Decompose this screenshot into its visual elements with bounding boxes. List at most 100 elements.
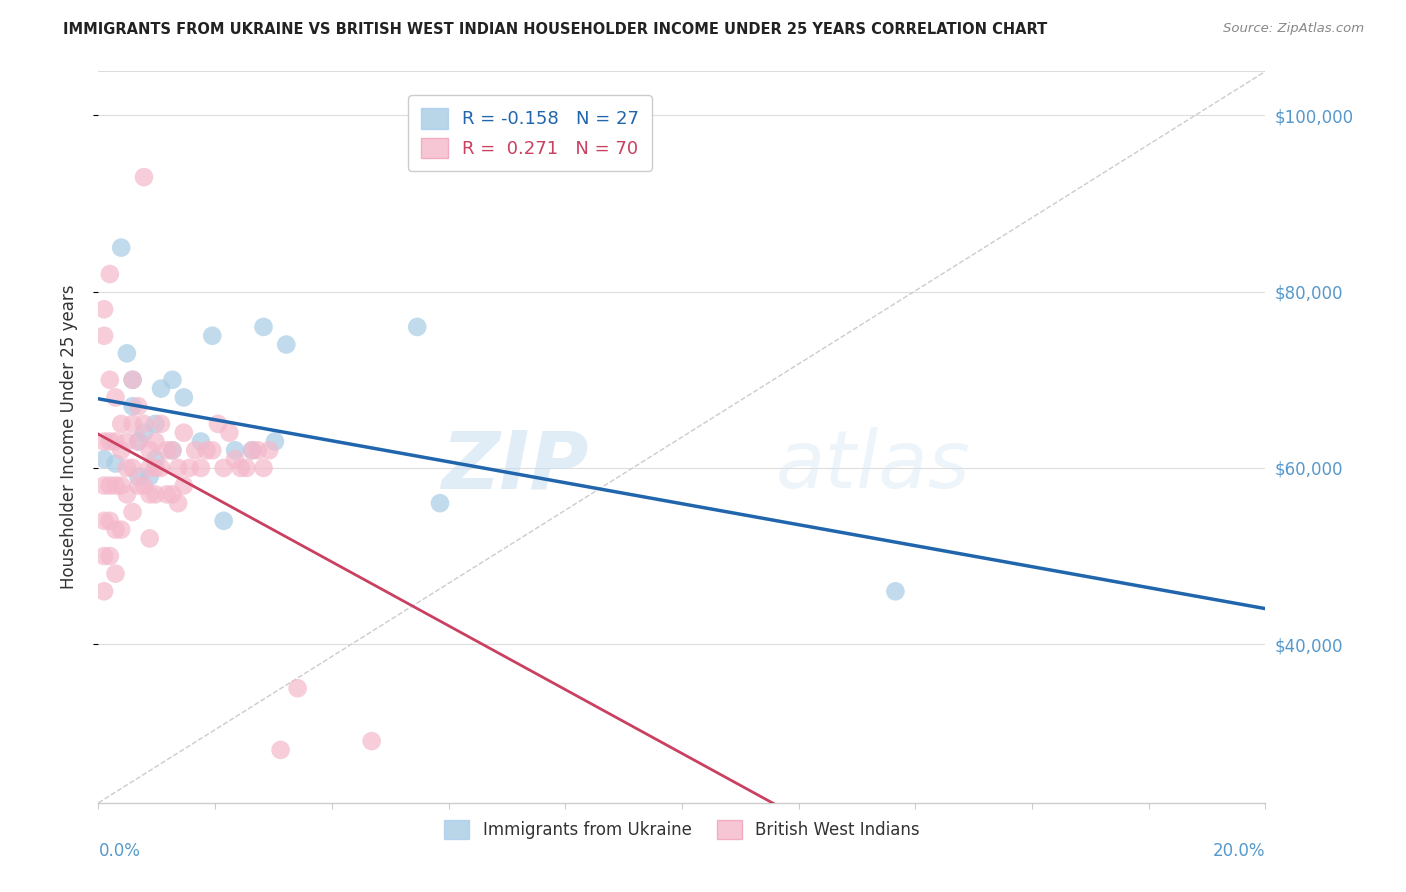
Point	[127, 434, 149, 449]
Point	[156, 443, 179, 458]
Y-axis label: Householder Income Under 25 years: Householder Income Under 25 years	[59, 285, 77, 590]
Point	[276, 337, 298, 351]
Point	[156, 487, 179, 501]
Point	[132, 170, 155, 185]
Point	[252, 320, 274, 334]
Point	[132, 478, 155, 492]
Point	[115, 434, 138, 449]
Point	[207, 417, 229, 431]
Point	[190, 461, 212, 475]
Point	[138, 469, 160, 483]
Point	[138, 461, 160, 475]
Point	[121, 373, 143, 387]
Point	[212, 514, 235, 528]
Text: 0.0%: 0.0%	[98, 842, 141, 860]
Point	[127, 469, 149, 483]
Point	[115, 487, 138, 501]
Point	[138, 487, 160, 501]
Point	[143, 434, 166, 449]
Text: ZIP: ZIP	[441, 427, 589, 506]
Point	[406, 320, 429, 334]
Point	[167, 496, 190, 510]
Point	[246, 443, 269, 458]
Point	[132, 417, 155, 431]
Point	[143, 452, 166, 467]
Point	[257, 443, 280, 458]
Point	[287, 681, 309, 696]
Point	[270, 743, 292, 757]
Point	[93, 434, 115, 449]
Point	[104, 566, 127, 581]
Point	[115, 461, 138, 475]
Point	[127, 399, 149, 413]
Point	[143, 461, 166, 475]
Point	[93, 584, 115, 599]
Point	[173, 391, 195, 405]
Point	[93, 549, 115, 563]
Point	[104, 523, 127, 537]
Point	[252, 461, 274, 475]
Point	[229, 461, 252, 475]
Point	[143, 487, 166, 501]
Point	[167, 461, 190, 475]
Legend: Immigrants from Ukraine, British West Indians: Immigrants from Ukraine, British West In…	[437, 814, 927, 846]
Point	[212, 461, 235, 475]
Point	[162, 373, 184, 387]
Point	[138, 443, 160, 458]
Point	[121, 417, 143, 431]
Point	[121, 373, 143, 387]
Point	[110, 523, 132, 537]
Point	[121, 505, 143, 519]
Point	[190, 434, 212, 449]
Point	[110, 241, 132, 255]
Point	[162, 443, 184, 458]
Point	[235, 461, 257, 475]
Point	[104, 434, 127, 449]
Point	[98, 549, 121, 563]
Point	[110, 478, 132, 492]
Point	[150, 461, 173, 475]
Point	[104, 478, 127, 492]
Point	[201, 443, 224, 458]
Point	[93, 302, 115, 317]
Text: atlas: atlas	[775, 427, 970, 506]
Point	[201, 328, 224, 343]
Text: Source: ZipAtlas.com: Source: ZipAtlas.com	[1223, 22, 1364, 36]
Point	[110, 417, 132, 431]
Point	[184, 443, 207, 458]
Point	[127, 434, 149, 449]
Point	[195, 443, 218, 458]
Point	[143, 417, 166, 431]
Point	[150, 382, 173, 396]
Point	[360, 734, 382, 748]
Text: IMMIGRANTS FROM UKRAINE VS BRITISH WEST INDIAN HOUSEHOLDER INCOME UNDER 25 YEARS: IMMIGRANTS FROM UKRAINE VS BRITISH WEST …	[63, 22, 1047, 37]
Point	[98, 478, 121, 492]
Point	[150, 417, 173, 431]
Point	[115, 346, 138, 360]
Point	[127, 478, 149, 492]
Point	[162, 487, 184, 501]
Point	[173, 478, 195, 492]
Point	[98, 434, 121, 449]
Point	[98, 267, 121, 281]
Point	[93, 478, 115, 492]
Point	[104, 391, 127, 405]
Point	[98, 514, 121, 528]
Point	[224, 443, 246, 458]
Point	[121, 399, 143, 413]
Point	[138, 532, 160, 546]
Point	[93, 328, 115, 343]
Point	[110, 443, 132, 458]
Point	[93, 514, 115, 528]
Point	[93, 452, 115, 467]
Point	[429, 496, 451, 510]
Point	[264, 434, 287, 449]
Point	[179, 461, 201, 475]
Point	[162, 443, 184, 458]
Point	[884, 584, 907, 599]
Point	[132, 425, 155, 440]
Point	[218, 425, 240, 440]
Point	[98, 373, 121, 387]
Text: 20.0%: 20.0%	[1213, 842, 1265, 860]
Point	[104, 457, 127, 471]
